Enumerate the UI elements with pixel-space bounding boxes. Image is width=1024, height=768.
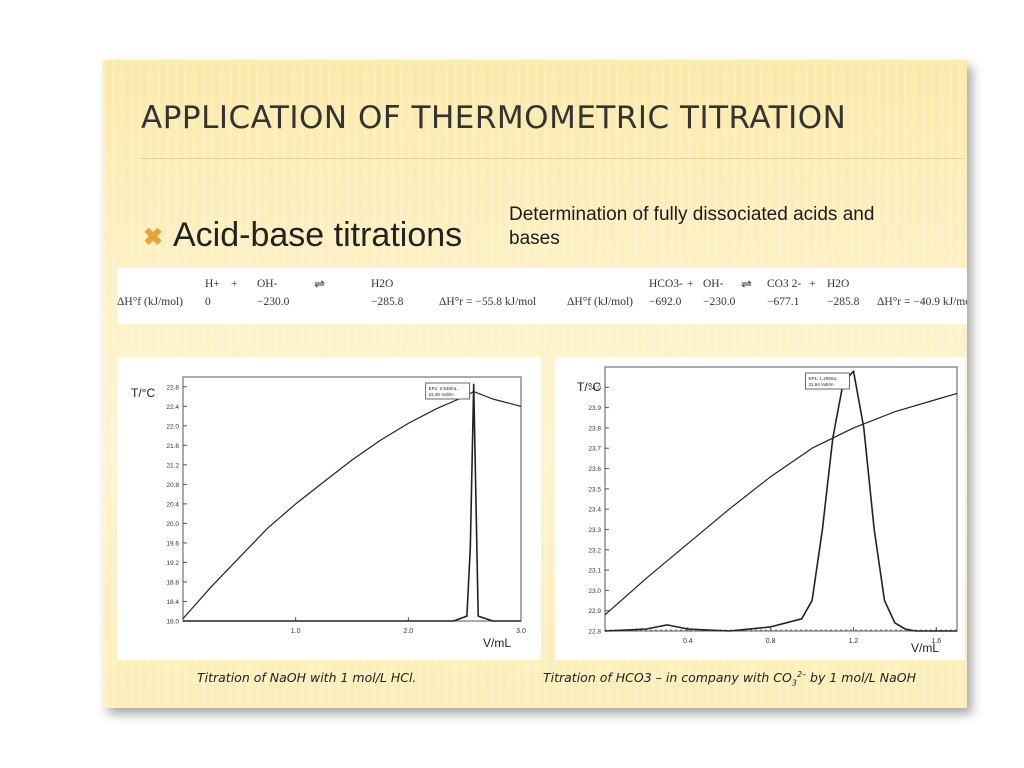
y-tick-label: 23.0	[588, 588, 601, 595]
bullet-text: Acid-base titrations	[173, 216, 463, 254]
eq1-species-hplus: H+	[205, 278, 220, 290]
y-tick-label: 23.5	[588, 486, 601, 493]
y-tick-label: 23.4	[588, 507, 601, 514]
endpoint-annotation-text: 31.64 Volt/m	[808, 382, 833, 387]
endpoint-annotation-text: EP1: 2.548mL	[429, 386, 458, 391]
eq2-value-hco3: −692.0	[649, 296, 682, 308]
x-axis-label: V/mL	[483, 636, 511, 650]
equilibrium-arrow-icon: ⇌	[741, 276, 752, 291]
y-tick-label: 20.0	[166, 521, 179, 528]
x-tick-label: 0.4	[683, 638, 693, 645]
eq1-value-oh: −230.0	[257, 296, 290, 308]
y-tick-label: 19.2	[166, 560, 179, 567]
eq2-value-co3: −677.1	[767, 296, 800, 308]
y-tick-label: 23.7	[588, 446, 601, 453]
caption-right-sub: 3	[791, 678, 797, 688]
caption-right-sup: 2–	[796, 670, 807, 679]
eq2-plus-2: +	[809, 278, 816, 290]
eq1-reaction-enthalpy: ΔH°r = −55.8 kJ/mol	[439, 296, 537, 308]
y-tick-label: 24.0	[588, 385, 601, 392]
chart-naoh-hcl: 18.0 18.4 18.8 19.2 19.6 20.0 20.4 20.8 21.2 21.6…	[117, 357, 541, 660]
y-axis-label: T/°C	[131, 386, 155, 400]
eq2-row-label: ΔH°f (kJ/mol)	[567, 296, 633, 308]
title-divider	[141, 158, 963, 159]
y-tick-label: 22.8	[166, 384, 179, 391]
x-tick-label: 3.0	[516, 628, 526, 635]
eq1-value-hplus: 0	[205, 296, 211, 308]
x-axis-label: V/mL	[911, 641, 939, 655]
y-tick-label: 22.9	[588, 608, 601, 615]
side-note: Determination of fully dissociated acids…	[509, 204, 875, 249]
eq1-plus: +	[231, 278, 238, 290]
endpoint-annotation-box	[805, 372, 850, 390]
x-tick-label: 2.0	[403, 628, 413, 635]
slide: APPLICATION OF THERMOMETRIC TITRATION ✖ …	[103, 60, 967, 708]
y-tick-label: 22.0	[166, 423, 179, 430]
bullet-x-icon: ✖	[143, 224, 164, 251]
series-temperature-line	[182, 390, 522, 619]
equilibrium-arrow-icon: ⇌	[314, 276, 325, 291]
endpoint-annotation-text: 22.48 Volt/m	[429, 392, 454, 397]
y-tick-label: 23.6	[588, 466, 601, 473]
eq2-reaction-enthalpy: ΔH°r = −40.9 kJ/mol	[877, 296, 967, 308]
y-tick-label: 18.8	[166, 579, 179, 586]
x-tick-label: 1.6	[931, 638, 941, 645]
endpoint-annotation-text: EP1: 1.209mL	[808, 376, 837, 381]
caption-right: Titration of HCO3 – in company with CO32…	[543, 670, 916, 688]
plot-frame	[182, 376, 522, 622]
y-tick-label: 20.4	[166, 501, 179, 508]
y-tick-label: 18.0	[166, 619, 179, 626]
series-derivative-line	[604, 370, 957, 632]
eq2-species-hco3: HCO3-	[649, 278, 683, 290]
eq2-plus-1: +	[687, 278, 694, 290]
caption-right-part2: by 1 mol/L NaOH	[806, 670, 916, 686]
y-tick-label: 23.3	[588, 527, 601, 534]
slide-title: APPLICATION OF THERMOMETRIC TITRATION	[141, 100, 847, 136]
y-tick-label: 20.8	[166, 482, 179, 489]
caption-right-part1: Titration of HCO3 – in company with CO	[543, 670, 792, 686]
chart-naoh-hcl-svg: 18.0 18.4 18.8 19.2 19.6 20.0 20.4 20.8 21.2 21.6…	[131, 376, 526, 650]
plot-frame	[604, 366, 958, 632]
y-tick-label: 22.8	[588, 629, 601, 636]
caption-left: Titration of NaOH with 1 mol/L HCl.	[197, 670, 417, 685]
x-tick-label: 1.0	[291, 628, 301, 635]
y-tick-label: 22.4	[166, 404, 179, 411]
y-tick-label: 21.6	[166, 443, 179, 450]
eq1-species-h2o: H2O	[371, 278, 394, 290]
chart-hco3-naoh-svg: 22.8 22.9 23.0 23.1 23.2 23.3 23.4 23.5 23.6 23.7…	[577, 366, 958, 655]
eq2-species-oh: OH-	[703, 278, 724, 290]
y-tick-label: 23.1	[588, 568, 601, 575]
eq2-species-co3: CO3 2-	[767, 278, 802, 290]
endpoint-annotation-box	[425, 382, 471, 400]
chart-hco3-naoh: 22.8 22.9 23.0 23.1 23.2 23.3 23.4 23.5 23.6 23.7…	[555, 357, 965, 660]
eq1-value-h2o: −285.8	[371, 296, 404, 308]
y-tick-label: 23.2	[588, 547, 601, 554]
eq1-species-oh: OH-	[257, 278, 278, 290]
y-tick-label: 18.4	[166, 599, 179, 606]
x-tick-label: 1.2	[849, 638, 859, 645]
series-temperature-line	[604, 392, 958, 616]
eq1-row-label: ΔH°f (kJ/mol)	[117, 296, 183, 308]
eq2-species-h2o: H2O	[827, 278, 850, 290]
y-axis-label: T/°C	[577, 380, 601, 394]
y-tick-label: 23.9	[588, 405, 601, 412]
eq2-value-h2o: −285.8	[827, 296, 860, 308]
y-tick-label: 23.8	[588, 425, 601, 432]
series-derivative-line	[183, 383, 521, 622]
equations-band: H+ + OH- ⇌ H2O ΔH°f (kJ/mol) 0 −230.0 −2…	[117, 268, 967, 324]
y-tick-label: 19.6	[166, 540, 179, 547]
eq2-value-oh: −230.0	[703, 296, 736, 308]
x-tick-label: 0.8	[766, 638, 776, 645]
y-tick-label: 21.2	[166, 462, 179, 469]
